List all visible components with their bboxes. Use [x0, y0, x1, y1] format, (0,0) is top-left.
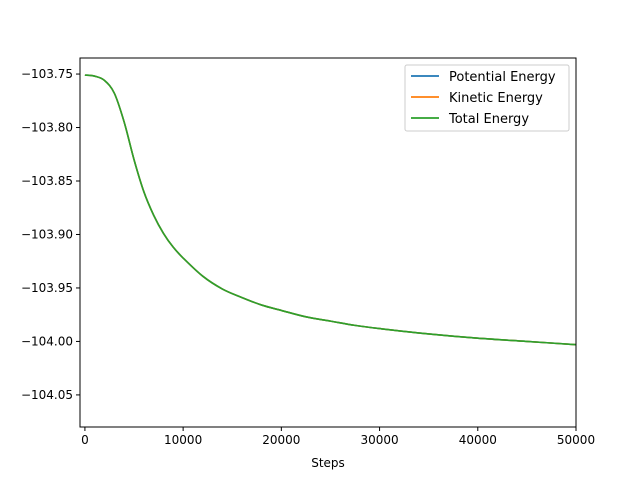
legend-entry-label: Potential Energy [449, 70, 556, 85]
legend-box [404, 64, 570, 132]
series-layer [84, 74, 577, 346]
series-line-total-energy [84, 74, 577, 346]
legend-entry-label: Total Energy [448, 112, 529, 127]
x-axis-label: Steps [311, 456, 345, 470]
y-tick-label: −103.90 [21, 227, 73, 241]
x-tick-label: 20000 [262, 433, 300, 447]
y-tick-label: −103.80 [21, 121, 73, 135]
y-axis-ticks: −103.75 −103.80 −103.85 −103.90 −103.95 −104.… [21, 67, 80, 402]
y-tick-label: −103.95 [21, 281, 73, 295]
x-tick-label: 10000 [164, 433, 202, 447]
y-tick-label: −103.85 [21, 174, 73, 188]
y-tick-label: −104.00 [21, 334, 73, 348]
x-tick-label: 50000 [557, 433, 595, 447]
y-tick-label: −103.75 [21, 67, 73, 81]
legend-entry-label: Kinetic Energy [449, 91, 543, 106]
x-tick-label: 0 [81, 433, 89, 447]
x-tick-label: 40000 [459, 433, 497, 447]
x-tick-label: 30000 [360, 433, 398, 447]
x-axis-ticks: 0 10000 20000 30000 40000 50000 [81, 427, 595, 447]
y-tick-label: −104.05 [21, 388, 73, 402]
plot-frame [79, 57, 577, 428]
legend: Potential Energy Kinetic Energy Total Ener… [404, 64, 570, 132]
